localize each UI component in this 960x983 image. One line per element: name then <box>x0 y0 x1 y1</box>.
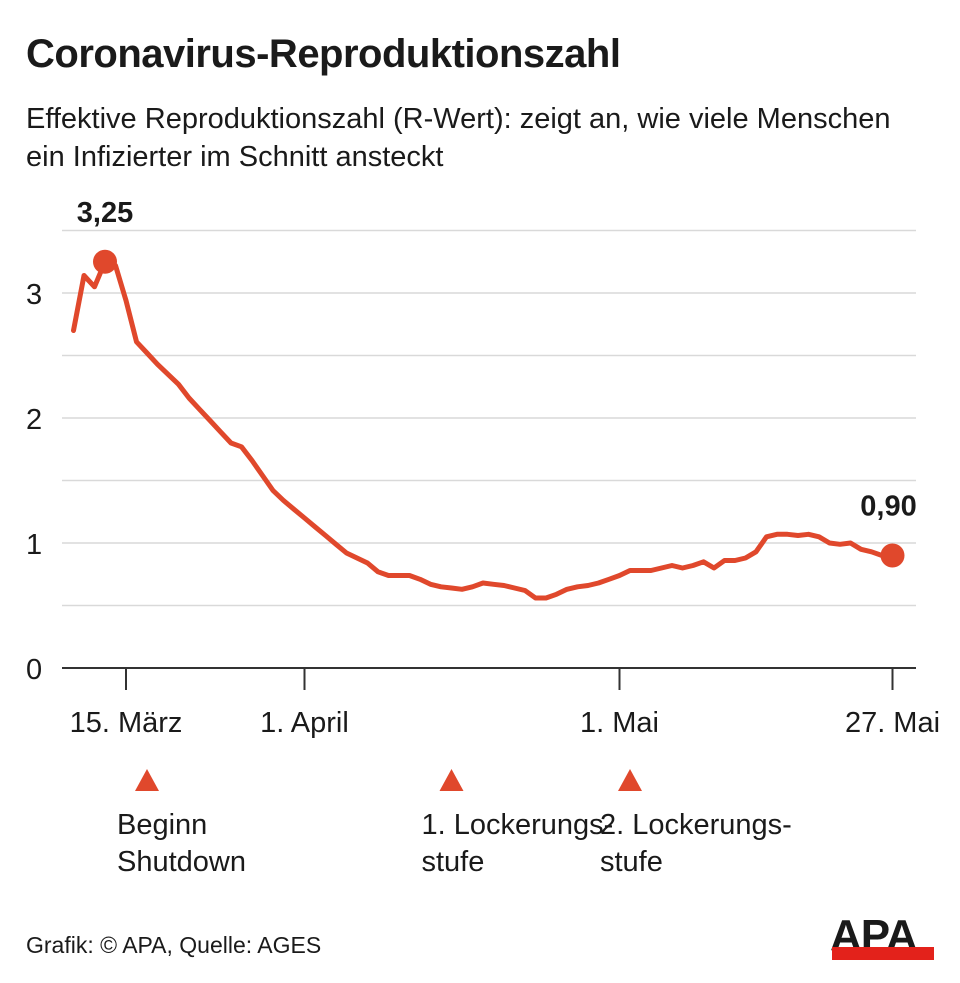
data-label: 3,25 <box>77 197 133 229</box>
chart-title: Coronavirus-Reproduktionszahl <box>26 32 621 76</box>
source-credit: Grafik: © APA, Quelle: AGES <box>26 932 322 958</box>
highlight-point <box>93 249 117 274</box>
event-label: 1. Lockerungs- stufe <box>421 809 614 878</box>
r-value-line <box>71 259 895 601</box>
highlight-point <box>880 543 905 568</box>
data-label: 0,90 <box>860 491 916 523</box>
y-tick-label: 3 <box>26 279 42 311</box>
event-label: 2. Lockerungs- stufe <box>600 809 792 878</box>
y-tick-label: 1 <box>26 529 42 561</box>
apa-logo: APA <box>830 914 934 960</box>
x-tick-label: 15. März <box>70 707 183 739</box>
event-marker-triangle <box>618 769 642 791</box>
x-tick-label: 1. April <box>260 707 349 739</box>
event-marker-triangle <box>439 769 464 791</box>
event-label: Beginn Shutdown <box>117 809 246 878</box>
x-tick-label: 27. Mai <box>845 707 940 739</box>
x-tick-label: 1. Mai <box>580 707 659 739</box>
chart-subtitle: Effektive Reproduktionszahl (R-Wert): ze… <box>26 103 891 173</box>
event-marker-triangle <box>135 769 159 791</box>
y-tick-label: 2 <box>26 404 42 436</box>
y-tick-label: 0 <box>26 654 42 686</box>
